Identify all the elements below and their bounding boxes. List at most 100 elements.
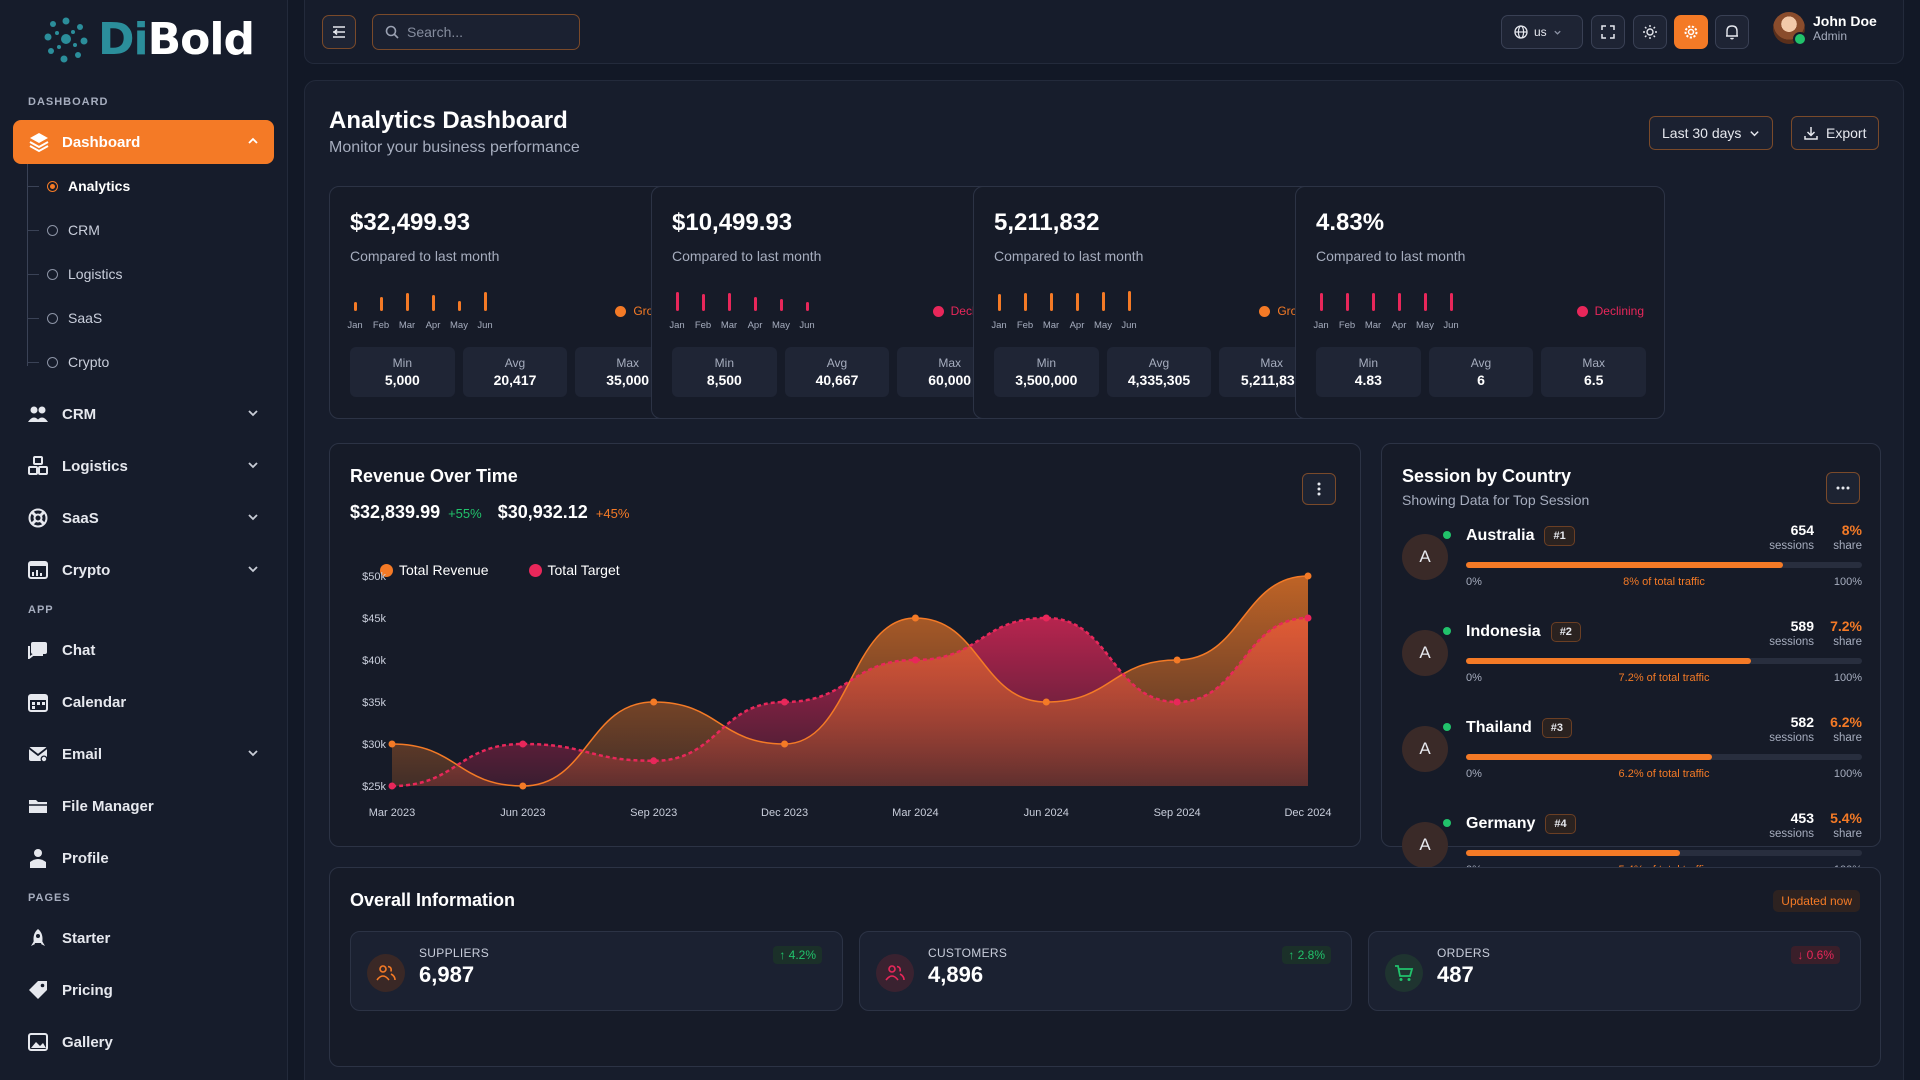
stat-card: $10,499.93 Compared to last month Jan Feb Ma… — [651, 186, 1021, 419]
sidebar-item-label: Crypto — [62, 561, 111, 579]
country-avatar: A — [1402, 534, 1448, 580]
search-box — [372, 14, 580, 50]
country-row[interactable]: A Australia #1 654 sessions 8% share 0% 8% of to… — [1402, 522, 1862, 612]
scale-mid: 6.2% of total traffic — [1618, 768, 1710, 780]
sidebar-item-dashboard[interactable]: Dashboard — [13, 120, 274, 164]
data-point[interactable] — [911, 614, 919, 622]
sidebar-item-chat[interactable]: Chat — [0, 624, 287, 676]
x-tick-label: Jun 2023 — [500, 807, 545, 819]
sidebar-item-email[interactable]: Email — [0, 728, 287, 780]
data-point[interactable] — [1173, 698, 1181, 706]
data-point[interactable] — [1173, 656, 1181, 664]
scale-max: 100% — [1833, 768, 1862, 780]
data-point[interactable] — [1042, 698, 1050, 706]
progress-track — [1466, 850, 1862, 856]
sidebar-item-file-manager[interactable]: File Manager — [0, 780, 287, 832]
sidebar-item-logistics[interactable]: Logistics — [0, 440, 287, 492]
revenue-menu-button[interactable] — [1302, 473, 1336, 505]
notifications-button[interactable] — [1715, 15, 1749, 49]
export-label: Export — [1826, 125, 1867, 141]
revenue-chart: $25k $30k $35k $40k $45k $50k Mar 2023 Jun 2023… — [362, 571, 1331, 819]
date-range-dropdown[interactable]: Last 30 days — [1649, 116, 1774, 150]
mini-bar — [1424, 293, 1427, 311]
sidebar-item-crm[interactable]: CRM — [0, 388, 287, 440]
stat-min-label: Min — [714, 356, 734, 370]
stat-min-label: Min — [1358, 356, 1378, 370]
data-point[interactable] — [519, 740, 527, 748]
sidebar-item-label: CRM — [62, 405, 97, 423]
data-point[interactable] — [519, 782, 527, 790]
sidebar-item-gallery[interactable]: Gallery — [0, 1016, 287, 1068]
min-avg-max: Min 8,500 Avg 40,667 Max 60,000 — [672, 347, 1003, 397]
trend-dot — [1259, 305, 1271, 317]
sidebar-subitem-label: SaaS — [68, 310, 103, 326]
data-point[interactable] — [781, 740, 789, 748]
series-line-revenue — [391, 575, 1309, 787]
data-point[interactable] — [650, 757, 658, 765]
user-menu[interactable]: John Doe Admin — [1773, 12, 1877, 46]
data-point[interactable] — [1304, 614, 1312, 622]
overall-card: ORDERS 487 ↓ 0.6% — [1368, 931, 1861, 1011]
stat-value: 4.83% — [1316, 209, 1385, 236]
logo[interactable]: DiBold — [0, 0, 287, 78]
theme-toggle-button[interactable] — [1633, 15, 1667, 49]
date-range-label: Last 30 days — [1662, 125, 1742, 141]
stat-avg: Avg 20,417 — [462, 347, 568, 397]
data-point[interactable] — [911, 656, 919, 664]
stat-min-value: 3,500,000 — [1015, 372, 1078, 388]
sidebar-item-calendar[interactable]: Calendar — [0, 676, 287, 728]
sidebar-toggle-button[interactable] — [322, 15, 356, 49]
data-point[interactable] — [1304, 572, 1312, 580]
sidebar-item-saas[interactable]: SaaS — [0, 492, 287, 544]
session-count-label: sessions — [1769, 540, 1814, 552]
data-point[interactable] — [388, 740, 396, 748]
mini-bar — [458, 301, 461, 311]
radio-indicator — [47, 268, 58, 280]
search-input[interactable] — [407, 24, 557, 40]
sidebar-item-crypto[interactable]: Crypto — [0, 544, 287, 596]
fullscreen-button[interactable] — [1591, 15, 1625, 49]
progress-scale: 0% 6.2% of total traffic 100% — [1466, 768, 1862, 780]
sidebar-subitem-analytics[interactable]: Analytics — [27, 164, 287, 208]
country-row[interactable]: A Thailand #3 582 sessions 6.2% share 0% 6.2% of… — [1402, 714, 1862, 804]
language-select[interactable]: us — [1501, 15, 1583, 49]
x-tick-label: Jun 2024 — [1024, 807, 1069, 819]
users-icon — [876, 954, 914, 992]
legend-item[interactable]: Total Target — [528, 562, 620, 578]
data-point[interactable] — [1042, 614, 1050, 622]
export-button[interactable]: Export — [1791, 116, 1880, 150]
stat-avg-value: 4,335,305 — [1127, 372, 1191, 388]
month-label: May — [1416, 320, 1434, 331]
country-row[interactable]: A Indonesia #2 589 sessions 7.2% share 0% 7.2% o… — [1402, 618, 1862, 708]
sidebar-subitem-logistics[interactable]: Logistics — [27, 252, 287, 296]
stat-max-value: 5,211,832 — [1240, 372, 1303, 388]
legend-swatch — [528, 563, 542, 577]
legend-item[interactable]: Total Revenue — [380, 562, 489, 578]
country-name-wrap: Thailand #3 — [1466, 718, 1573, 738]
share-value: 5.4% — [1830, 810, 1862, 826]
share-value: 6.2% — [1830, 714, 1862, 730]
sessions-menu-button[interactable] — [1826, 472, 1860, 504]
month-label: Mar — [1042, 320, 1060, 331]
calendar-icon — [28, 692, 48, 712]
sidebar: DiBold DASHBOARD Dashboard Analytics CRM… — [0, 0, 288, 1080]
progress-fill — [1466, 850, 1680, 856]
user-icon — [28, 848, 48, 868]
sidebar-item-profile[interactable]: Profile — [0, 832, 287, 884]
month-label: Feb — [1016, 320, 1034, 331]
progress-scale: 0% 8% of total traffic 100% — [1466, 576, 1862, 588]
mini-bar — [1024, 293, 1027, 311]
settings-button[interactable] — [1674, 15, 1708, 49]
data-point[interactable] — [388, 782, 396, 790]
sidebar-item-starter[interactable]: Starter — [0, 912, 287, 964]
users-icon — [367, 954, 405, 992]
month-label: Feb — [372, 320, 390, 331]
data-point[interactable] — [781, 698, 789, 706]
sidebar-subitem-crypto[interactable]: Crypto — [27, 340, 287, 384]
data-point[interactable] — [650, 698, 658, 706]
sidebar-subitem-saas[interactable]: SaaS — [27, 296, 287, 340]
sidebar-subitem-crm[interactable]: CRM — [27, 208, 287, 252]
sidebar-item-pricing[interactable]: Pricing — [0, 964, 287, 1016]
sidebar-subitem-label: Analytics — [68, 178, 131, 194]
month-label: Apr — [747, 320, 763, 331]
